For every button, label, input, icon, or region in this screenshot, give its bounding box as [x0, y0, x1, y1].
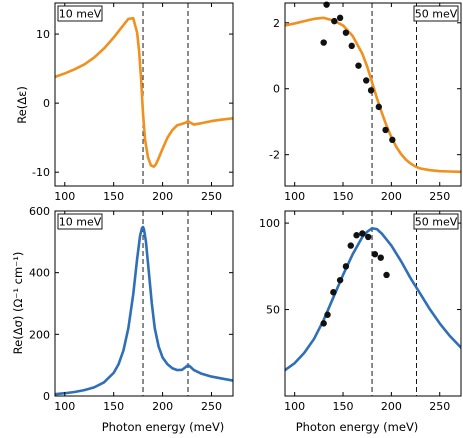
data-point-1: [323, 1, 330, 8]
y-tick-label: 2: [273, 17, 280, 30]
data-point-2: [331, 17, 338, 25]
data-point-11: [383, 271, 390, 279]
data-point-8: [367, 87, 375, 94]
y-tick-label: 0: [273, 83, 280, 96]
panel-eps-50: 100 150 200 250 -2 0 2 50 meV: [269, 1, 462, 203]
series-line: [55, 225, 233, 396]
x-tick-label: 250: [201, 400, 222, 413]
data-point-9: [375, 103, 383, 111]
data-point-3: [336, 276, 344, 284]
x-tick-label: 200: [381, 190, 402, 203]
data-point-3: [336, 14, 344, 22]
panel-sigma-50: 100 150 200 250 50 100 50 meV: [259, 210, 462, 413]
energy-label-box: [413, 213, 459, 230]
data-point-4: [342, 29, 350, 36]
plot-frame: [284, 210, 462, 397]
data-point-5: [348, 42, 355, 50]
x-tick-label: 150: [103, 190, 124, 203]
x-tick-label: 100: [54, 190, 75, 203]
data-point-5: [347, 242, 354, 249]
plot-frame: [54, 2, 234, 187]
series-line: [55, 16, 233, 168]
data-point-8: [364, 233, 372, 241]
xlabel-right: Photon energy (meV): [296, 420, 419, 434]
x-tick-label: 200: [152, 400, 173, 413]
plot-frame: [54, 210, 234, 397]
data-point-1: [324, 311, 331, 318]
energy-label: 10 meV: [59, 216, 102, 229]
xlabel-left: Photon energy (meV): [102, 420, 225, 434]
x-tick-label: 200: [152, 190, 173, 203]
data-point-10: [382, 126, 389, 134]
x-tick-label: 100: [284, 400, 305, 413]
y-tick-label: 600: [29, 205, 50, 218]
y-tick-label: 100: [259, 217, 280, 230]
x-tick-label: 150: [333, 400, 354, 413]
panel-eps-10: 100 150 200 250 -10 0 10 10 meV: [32, 2, 234, 203]
x-tick-label: 150: [103, 400, 124, 413]
energy-label: 10 meV: [59, 8, 102, 21]
series-line: [285, 16, 461, 174]
x-tick-label: 100: [54, 400, 75, 413]
energy-label-box: [413, 5, 459, 22]
series-line: [285, 226, 461, 372]
x-tick-label: 250: [429, 190, 450, 203]
x-tick-label: 150: [333, 190, 354, 203]
y-tick-label: 0: [43, 390, 50, 403]
x-tick-label: 250: [429, 400, 450, 413]
data-point-7: [359, 230, 366, 237]
x-tick-label: 100: [284, 190, 305, 203]
data-point-4: [342, 263, 350, 270]
y-tick-label: 400: [29, 267, 50, 280]
energy-label-box: [57, 5, 103, 22]
energy-label-box: [57, 213, 103, 230]
data-point-7: [363, 77, 370, 84]
data-point-10: [377, 254, 384, 261]
ylabel-bottom: Re(Δσ) (Ω⁻¹ cm⁻¹): [11, 252, 25, 355]
data-point-2: [330, 289, 337, 296]
ylabel-top: Re(Δε): [15, 86, 29, 124]
plot-frame: [284, 2, 462, 187]
data-point-6: [353, 232, 360, 239]
data-point-6: [355, 62, 362, 69]
data-point-9: [371, 251, 379, 258]
y-tick-label: 10: [36, 28, 50, 41]
y-tick-label: -10: [32, 166, 50, 179]
energy-label: 50 meV: [415, 216, 458, 229]
y-tick-label: 0: [43, 97, 50, 110]
y-tick-label: 200: [29, 328, 50, 341]
y-tick-label: -2: [269, 149, 280, 162]
data-point-0: [320, 320, 327, 327]
panel-sigma-10: 100 150 200 250 0 200 400 600 10 meV: [29, 205, 234, 413]
x-tick-label: 250: [201, 190, 222, 203]
data-point-0: [320, 39, 327, 46]
energy-label: 50 meV: [415, 8, 458, 21]
y-tick-label: 50: [266, 304, 280, 317]
x-tick-label: 200: [381, 400, 402, 413]
data-point-11: [389, 136, 396, 144]
